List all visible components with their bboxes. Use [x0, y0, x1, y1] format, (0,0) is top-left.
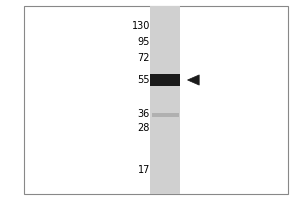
Bar	[150, 6, 180, 194]
Bar	[150, 74, 180, 86]
Bar	[24, 6, 288, 194]
Text: 72: 72	[137, 53, 150, 63]
Text: 55: 55	[137, 75, 150, 85]
Text: 17: 17	[138, 165, 150, 175]
Text: 28: 28	[138, 123, 150, 133]
Text: 36: 36	[138, 109, 150, 119]
Polygon shape	[188, 75, 199, 85]
Text: 95: 95	[138, 37, 150, 47]
Text: 130: 130	[132, 21, 150, 31]
Bar	[152, 113, 178, 117]
